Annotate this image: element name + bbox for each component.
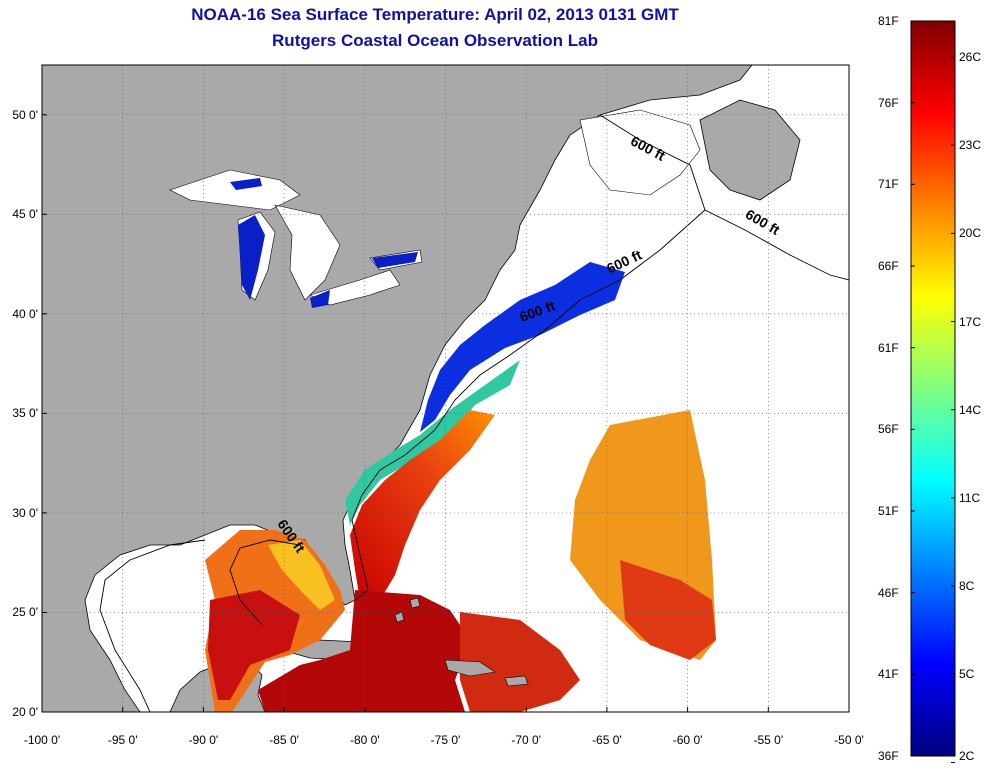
sst-gulf-yellow [268,540,335,610]
lon-tick-label: -50 0' [834,733,864,747]
lat-tick-label: 20 0' [12,705,38,719]
lat-tick-label: 45 0' [12,207,38,222]
colorbar-c-label: 2C [959,749,975,763]
colorbar-c-label: 17C [959,314,982,329]
sst-cold-lakes [230,178,418,308]
colorbar-f-label: 41F [878,667,899,682]
island-outlines [394,597,529,687]
sst-caribbean-warm [258,590,470,712]
colorbar-f-label: 56F [878,422,899,437]
colorbar-f-label: 51F [878,504,899,518]
colorbar-c-label: 11C [959,490,981,505]
lon-tick-label: -80 0' [349,733,380,747]
colorbar-c-label: 23C [959,138,982,153]
colorbar [910,20,956,757]
lon-tick-label: -90 0' [188,733,219,747]
lat-tick-label: 40 0' [12,306,38,321]
sst-cold-shelf [420,262,625,432]
map-title: NOAA-16 Sea Surface Temperature: April 0… [191,5,679,24]
sst-atlantic-south [460,612,580,712]
colorbar-f-label: 66F [878,259,899,273]
lon-tick-label: -85 0' [269,733,299,747]
lat-tick-label: 35 0' [12,406,38,421]
lon-tick-label: -75 0' [430,733,461,747]
land-newfoundland [699,99,801,201]
lat-tick-label: 50 0' [12,107,38,122]
axis-ticks [41,114,850,713]
lat-tick-label: 30 0' [12,505,38,520]
colorbar-ticks [911,20,955,764]
land-north-america [42,65,753,712]
colorbar-f-label: 61F [878,340,899,355]
colorbar-c-label: 5C [959,667,975,682]
colorbar-c-label: 8C [959,579,975,594]
sst-gulf-deepred [208,590,300,700]
lon-tick-label: -70 0' [511,733,542,747]
colorbar-f-label: 46F [878,585,899,600]
isobath-600ft [99,114,849,712]
lon-tick-label: -100 0' [23,733,61,747]
sst-shelf-transition [345,360,520,525]
great-lakes [169,169,423,306]
sst-gulf-stream [350,410,495,600]
colorbar-c-label: 14C [959,402,982,417]
lon-tick-label: -60 0' [672,733,703,747]
colorbar-f-label: 71F [878,177,899,192]
colorbar-f-label: 36F [878,749,899,763]
colorbar-c-label: 20C [959,226,982,241]
lat-tick-label: 25 0' [12,605,38,620]
colorbar-f-label: 76F [878,95,899,110]
sst-atlantic-red [620,560,716,660]
lon-tick-label: -65 0' [592,733,622,747]
gulf-st-lawrence [579,109,701,196]
colorbar-c-label: 26C [959,49,982,64]
lon-tick-label: -95 0' [107,733,138,747]
colorbar-f-label: 81F [878,14,899,28]
map-subtitle: Rutgers Coastal Ocean Observation Lab [272,31,598,50]
lon-tick-label: -55 0' [753,733,784,747]
map-graticule [42,65,849,712]
